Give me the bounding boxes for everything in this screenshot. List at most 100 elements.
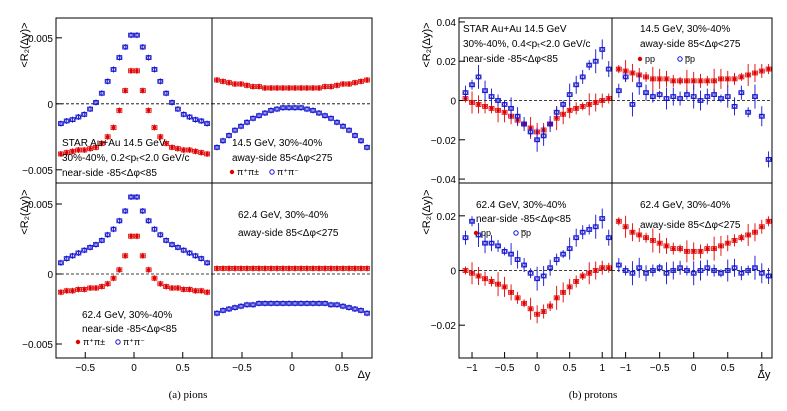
sys-box [280,265,286,271]
sys-box [316,85,322,91]
sys-box [534,311,541,317]
sys-box [304,85,310,91]
sys-box [677,246,683,252]
data-point [541,309,546,314]
sys-box [280,85,286,91]
sys-box [586,102,593,107]
data-point [334,302,340,307]
data-point [732,265,737,270]
data-point [664,244,669,248]
data-point [346,127,352,133]
data-point [175,106,181,112]
legend-label: pp [481,228,491,238]
data-point [275,86,279,90]
data-point [623,74,628,80]
annotation-line: away-side 85<Δφ<275 [640,39,741,50]
data-point [64,289,69,293]
data-point [616,262,622,268]
sys-box [765,66,772,72]
data-point [181,148,186,152]
data-point [567,285,572,289]
x-tick-label: −1 [466,363,478,374]
sys-box [151,275,158,281]
data-point [630,271,635,276]
sys-box [690,248,697,254]
data-point [587,227,592,232]
sys-box [128,233,134,239]
sys-box [346,81,352,87]
legend-label: π⁺π± [83,337,105,347]
data-point [251,266,255,271]
sys-box [697,78,704,84]
data-point [712,79,716,83]
legend-label: π⁺π± [237,167,259,177]
data-point [105,232,110,237]
data-point [698,79,703,83]
data-point [711,268,717,273]
data-point [311,266,315,271]
data-point [766,273,771,279]
data-point [725,94,730,99]
data-point [593,224,598,229]
sys-box [752,70,758,76]
sys-box [220,265,226,271]
y-axis-title: <R₂(Δy)> [19,189,31,234]
sys-box [488,279,495,284]
data-point [502,249,507,254]
data-point [94,286,98,290]
data-point [105,135,110,139]
sys-box [711,246,718,252]
data-point [606,235,611,240]
data-point [298,105,304,110]
sys-box [475,273,482,279]
y-tick-label: −0.02 [431,321,457,332]
sys-box [169,285,175,291]
sys-box [110,275,117,281]
legend-label: p̅p [685,54,695,64]
legend-label: p̅p [521,228,531,238]
data-point [671,94,676,99]
y-tick-label: 0.005 [28,34,53,45]
data-point [541,273,546,279]
sys-box [174,146,181,152]
data-point [341,82,345,86]
data-point [341,266,345,271]
data-point [193,117,198,122]
data-point [766,67,771,71]
sys-box [656,76,663,82]
data-point [547,121,553,127]
data-point [759,271,764,276]
y-tick-label: 0.02 [437,212,457,223]
data-point [64,256,69,261]
sys-box [553,295,560,301]
data-point [146,108,151,113]
data-point [140,88,145,93]
data-point [528,271,533,276]
data-point [123,208,128,214]
data-point [580,74,585,80]
data-point [364,311,370,316]
sys-box [346,265,352,271]
data-point [152,226,157,232]
data-point [287,266,291,271]
data-point [76,287,81,292]
data-point [76,250,81,256]
sys-box [592,268,599,273]
x-tick-label: 0.5 [176,363,190,374]
sys-box [204,289,211,295]
data-point [732,238,737,243]
data-point [637,82,642,87]
data-point [93,242,99,247]
sys-box [93,285,99,291]
data-point [238,304,244,309]
data-point [250,302,256,307]
data-point [128,194,134,200]
sys-box [745,72,752,78]
sys-box [469,270,475,276]
legend-marker [677,56,683,62]
sys-box [69,288,76,294]
data-point [469,82,475,87]
data-point [99,91,105,96]
data-point [227,266,231,271]
sys-box [649,76,656,82]
